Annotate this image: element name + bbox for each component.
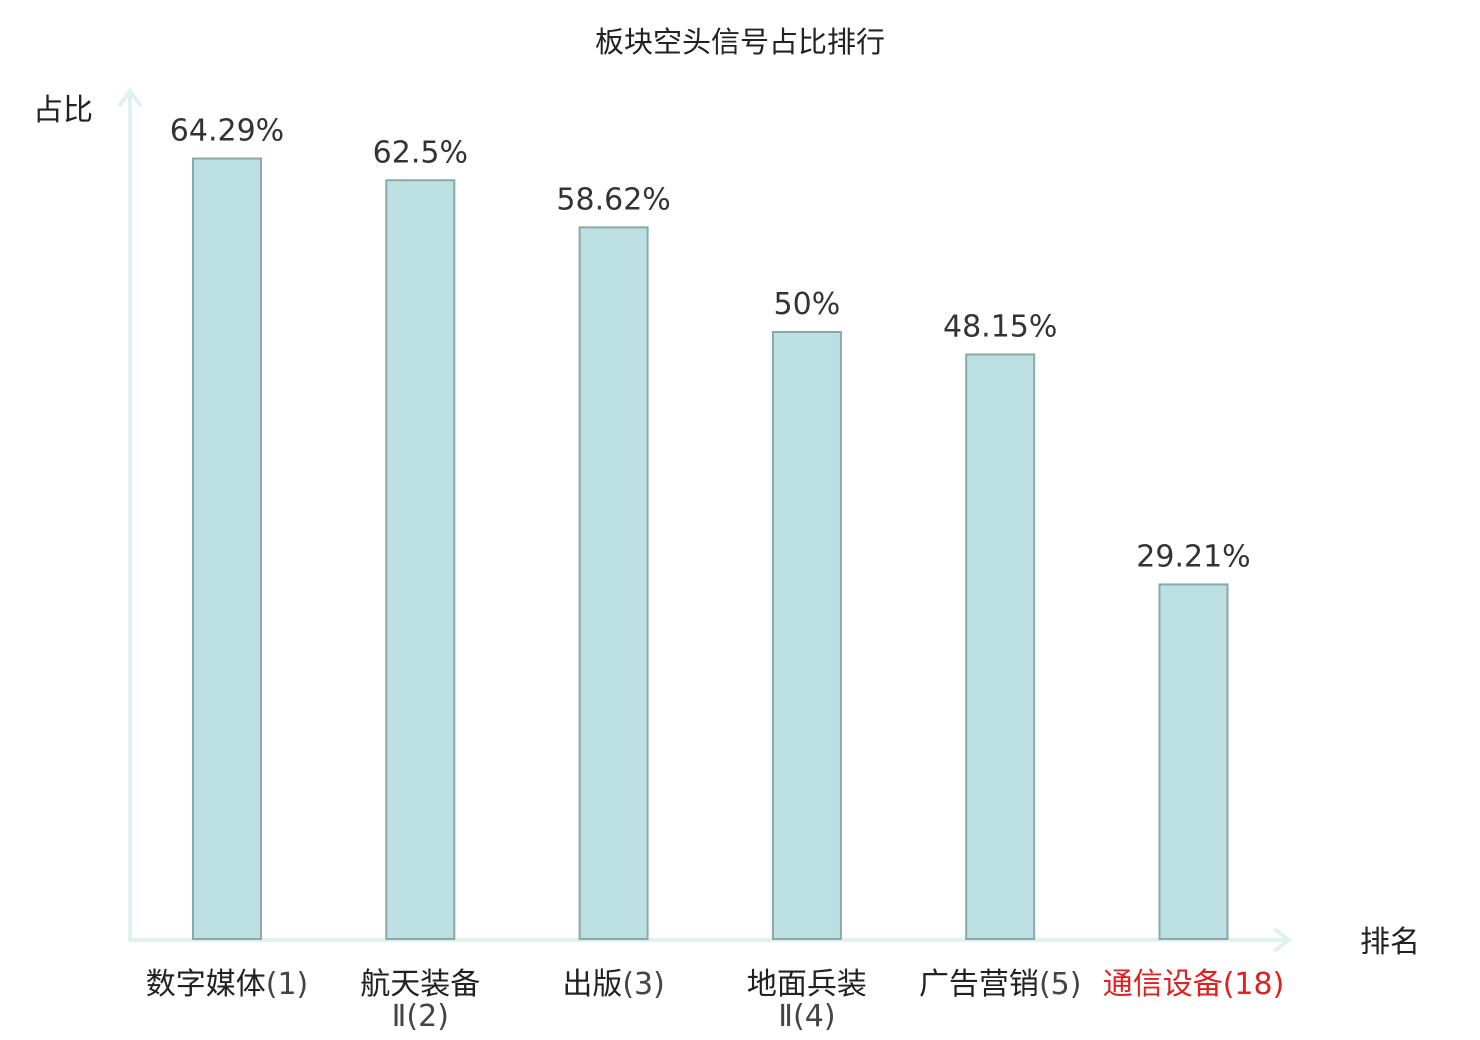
bar-4 — [771, 331, 842, 940]
value-label-2: 62.5% — [373, 135, 468, 170]
category-rank-5: (5) — [1039, 967, 1082, 1002]
category-subtitle-4: Ⅱ — [778, 999, 793, 1034]
bars-group — [192, 157, 1229, 941]
chart-title: 板块空头信号占比排行 — [595, 25, 885, 59]
value-label-6: 29.21% — [1136, 539, 1250, 574]
category-label-1: 数字媒体(1) — [146, 967, 309, 1002]
category-label-6: 通信设备(18) — [1103, 967, 1285, 1002]
bar-5 — [965, 353, 1036, 941]
value-label-1: 64.29% — [170, 114, 284, 149]
x-axis-arrow — [1272, 927, 1293, 953]
bar-1 — [192, 157, 262, 940]
y-axis-arrow — [117, 87, 143, 108]
category-rank-1: (1) — [266, 967, 309, 1002]
category-name-4: 地面兵装 — [747, 967, 867, 1002]
y-axis-label: 占比 — [33, 93, 93, 128]
category-name-6: 通信设备 — [1103, 967, 1223, 1002]
bar-2 — [385, 179, 456, 940]
category-rank-4: (4) — [793, 999, 836, 1034]
bar-3 — [578, 226, 649, 940]
category-label-2-line2: Ⅱ(2) — [392, 999, 449, 1034]
x-axis-label: 排名 — [1360, 925, 1420, 960]
category-name-3: 出版 — [562, 967, 622, 1002]
bar-6 — [1158, 583, 1229, 941]
category-name-2: 航天装备 — [360, 967, 480, 1002]
category-label-4: 地面兵装 — [747, 967, 867, 1002]
category-name-5: 广告营销 — [919, 967, 1039, 1002]
value-label-4: 50% — [774, 287, 841, 322]
value-labels-group: 64.29% 62.5% 58.62% 50% 48.15% 29.21% — [170, 114, 1251, 575]
category-rank-3: (3) — [622, 967, 665, 1002]
category-rank-6: (18) — [1223, 967, 1285, 1002]
axes — [117, 87, 1293, 953]
category-rank-2: (2) — [406, 999, 449, 1034]
category-label-5: 广告营销(5) — [919, 967, 1081, 1002]
category-label-4-line2: Ⅱ(4) — [778, 999, 835, 1034]
value-label-3: 58.62% — [556, 182, 670, 217]
value-label-5: 48.15% — [943, 309, 1057, 344]
category-label-3: 出版(3) — [562, 967, 665, 1002]
category-subtitle-2: Ⅱ — [392, 999, 407, 1034]
category-name-1: 数字媒体 — [146, 967, 266, 1002]
category-label-2: 航天装备 — [360, 967, 480, 1002]
